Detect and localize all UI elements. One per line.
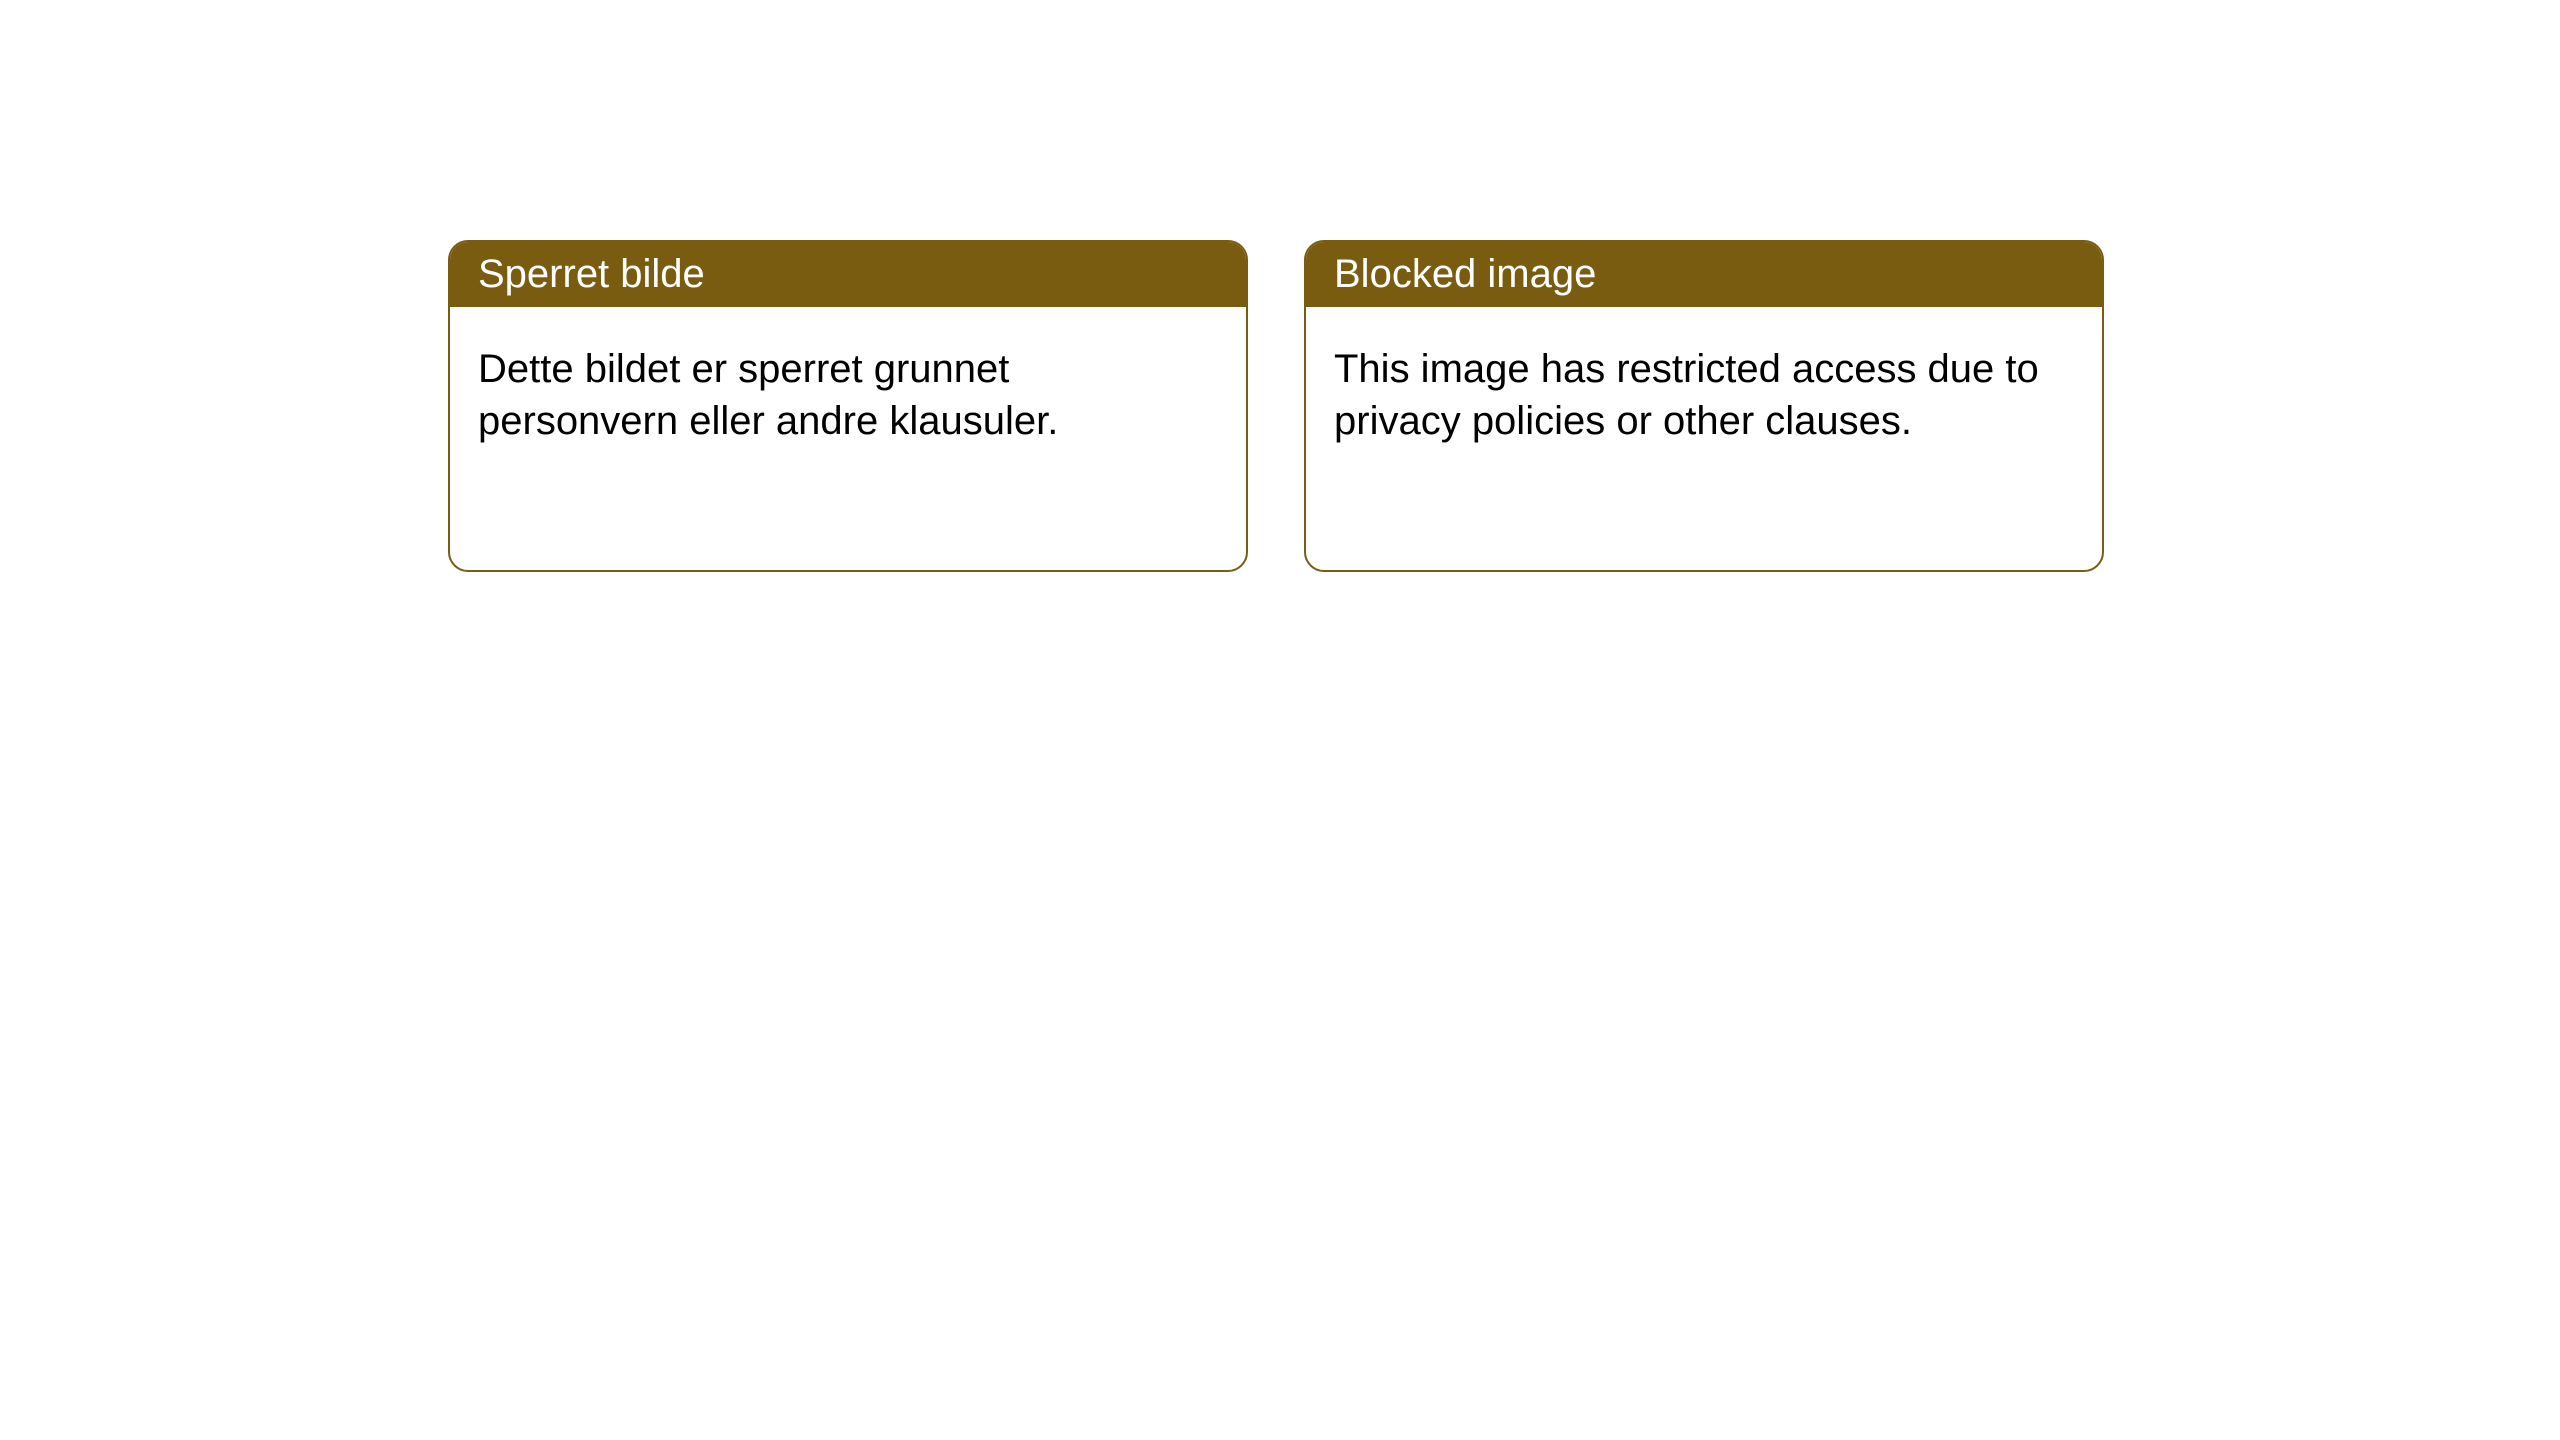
card-body-text: Dette bildet er sperret grunnet personve… <box>478 347 1058 443</box>
card-body: Dette bildet er sperret grunnet personve… <box>450 307 1246 483</box>
cards-container: Sperret bilde Dette bildet er sperret gr… <box>0 0 2560 572</box>
card-body-text: This image has restricted access due to … <box>1334 347 2039 443</box>
card-title: Sperret bilde <box>478 252 705 296</box>
card-body: This image has restricted access due to … <box>1306 307 2102 483</box>
card-title: Blocked image <box>1334 252 1596 296</box>
card-header: Blocked image <box>1306 242 2102 307</box>
card-header: Sperret bilde <box>450 242 1246 307</box>
blocked-image-card-en: Blocked image This image has restricted … <box>1304 240 2104 572</box>
blocked-image-card-no: Sperret bilde Dette bildet er sperret gr… <box>448 240 1248 572</box>
